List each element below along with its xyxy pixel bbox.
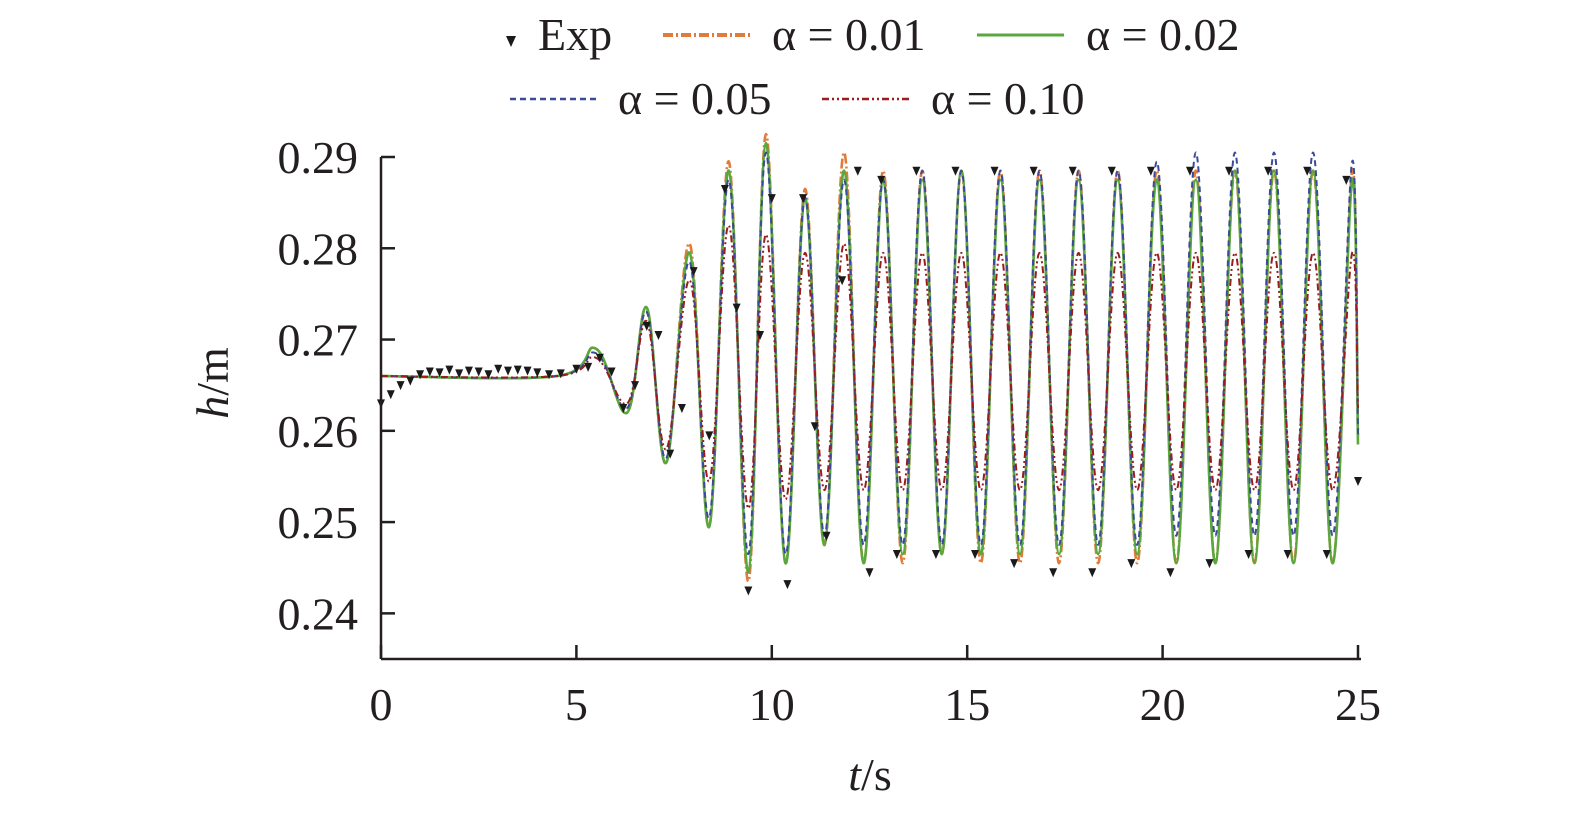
exp-point	[1244, 550, 1253, 560]
exp-point	[631, 381, 640, 391]
exp-point	[386, 390, 395, 400]
y-tick-label: 0.29	[278, 132, 359, 183]
exp-point	[877, 175, 886, 185]
y-tick-label: 0.24	[278, 588, 359, 639]
x-tick-label: 15	[944, 679, 990, 730]
y-tick-label: 0.26	[278, 406, 359, 457]
x-axis-label: t/s	[848, 749, 891, 800]
axes	[379, 157, 1361, 661]
y-ticks: 0.24 0.25 0.26 0.27 0.28 0.29	[278, 132, 395, 639]
exp-point	[666, 449, 675, 459]
exp-point	[1166, 568, 1175, 578]
x-tick-label: 5	[565, 679, 588, 730]
exp-point	[396, 381, 405, 391]
exp-point	[556, 369, 565, 379]
x-ticks: 0 5 10 15 20 25	[370, 645, 1381, 730]
legend-label-a010: α = 0.10	[931, 73, 1085, 124]
legend: Exp α = 0.01 α = 0.02 α = 0.05 α = 0.10	[506, 9, 1240, 124]
exp-point	[689, 267, 698, 277]
exp-point	[732, 303, 741, 313]
exp-point	[1029, 166, 1038, 176]
y-tick-label: 0.27	[278, 315, 359, 366]
exp-point	[1342, 175, 1351, 185]
legend-label-a001: α = 0.01	[772, 9, 926, 60]
exp-point	[767, 194, 776, 204]
plot-series	[380, 132, 1360, 583]
exp-point	[1354, 477, 1362, 487]
exp-point	[756, 330, 765, 340]
legend-label-a002: α = 0.02	[1086, 9, 1240, 60]
exp-point	[455, 369, 464, 379]
exp-point	[1264, 166, 1273, 176]
exp-point	[1107, 166, 1116, 176]
exp-point	[1283, 550, 1292, 560]
series-line-3	[380, 151, 1359, 556]
exp-point	[474, 367, 483, 377]
exp-point	[1146, 166, 1155, 176]
exp-point	[545, 370, 554, 380]
exp-point	[1225, 166, 1234, 176]
x-tick-label: 20	[1140, 679, 1186, 730]
exp-point	[931, 550, 940, 560]
legend-label-exp: Exp	[538, 9, 612, 60]
exp-point	[1205, 559, 1214, 569]
exp-point	[720, 184, 729, 194]
exp-point	[677, 404, 686, 413]
exp-point	[642, 321, 651, 331]
exp-point	[1010, 559, 1019, 569]
exp-point	[513, 365, 522, 375]
exp-point	[523, 366, 532, 376]
exp-point	[504, 366, 513, 376]
exp-point	[1068, 166, 1077, 176]
exp-point	[783, 580, 792, 590]
x-tick-label: 25	[1335, 679, 1381, 730]
exp-point	[584, 362, 593, 372]
exp-point	[416, 370, 425, 380]
exp-point	[572, 364, 581, 374]
exp-point	[705, 431, 714, 441]
exp-point	[912, 166, 921, 176]
y-axis-label: h/m	[187, 347, 238, 419]
exp-point	[838, 276, 847, 286]
exp-point	[484, 370, 493, 380]
exp-point	[619, 404, 628, 413]
exp-point	[445, 365, 454, 375]
exp-point	[1049, 568, 1058, 578]
y-tick-label: 0.25	[278, 497, 359, 548]
exp-point	[865, 568, 874, 578]
legend-marker-exp	[506, 36, 516, 47]
exp-point	[425, 367, 434, 377]
exp-point	[853, 166, 862, 176]
exp-point	[744, 586, 753, 596]
exp-point	[654, 330, 663, 340]
exp-point	[971, 550, 980, 560]
exp-point	[822, 531, 831, 541]
exp-point	[1303, 166, 1312, 176]
exp-point	[1185, 166, 1194, 176]
exp-point	[1088, 568, 1097, 578]
exp-point	[406, 376, 415, 386]
exp-point	[607, 367, 616, 377]
exp-point	[533, 368, 542, 378]
exp-point	[990, 166, 999, 176]
y-tick-label: 0.28	[278, 223, 359, 274]
x-tick-label: 0	[370, 679, 393, 730]
series-line-4	[380, 224, 1359, 510]
legend-label-a005: α = 0.05	[618, 73, 772, 124]
x-tick-label: 10	[749, 679, 795, 730]
exp-point	[799, 194, 808, 204]
exp-point	[810, 422, 819, 432]
exp-point	[1127, 559, 1136, 569]
exp-point	[951, 166, 960, 176]
exp-point	[435, 368, 444, 378]
exp-point	[892, 550, 901, 560]
exp-point	[464, 366, 473, 376]
series-line-2	[380, 142, 1360, 574]
exp-point	[1322, 550, 1331, 560]
exp-point	[494, 364, 503, 374]
exp-point	[595, 353, 604, 363]
